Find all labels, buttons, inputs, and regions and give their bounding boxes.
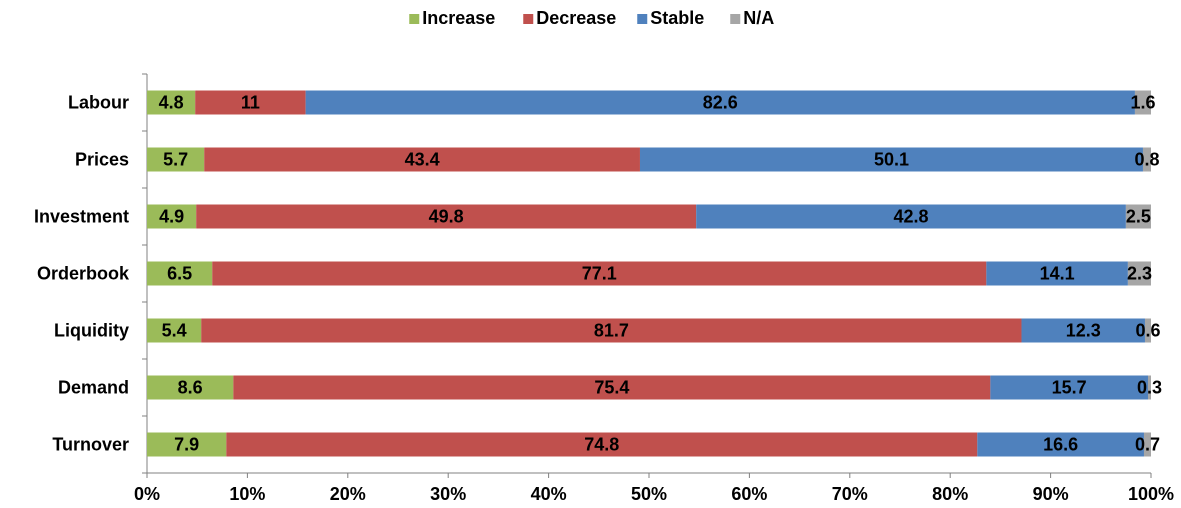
data-label-stable-prices: 50.1 <box>874 150 909 170</box>
bar-increase-investment <box>147 204 197 229</box>
x-tick-label: 70% <box>832 484 868 504</box>
data-label-increase-prices: 5.7 <box>163 150 188 170</box>
data-label-stable-demand: 15.7 <box>1052 378 1087 398</box>
bar-n-a-orderbook <box>1127 261 1151 286</box>
bar-stable-labour <box>305 90 1135 115</box>
bar-decrease-orderbook <box>212 261 987 286</box>
data-label-decrease-labour: 11 <box>241 93 260 113</box>
data-label-n-a-turnover: 0.7 <box>1135 435 1160 455</box>
bar-increase-liquidity <box>147 318 202 343</box>
bar-increase-demand <box>147 375 234 400</box>
data-label-n-a-demand: 0.3 <box>1137 378 1162 398</box>
bar-decrease-investment <box>196 204 697 229</box>
x-tick-label: 30% <box>430 484 466 504</box>
data-label-decrease-liquidity: 81.7 <box>594 321 629 341</box>
data-label-n-a-investment: 2.5 <box>1126 207 1151 227</box>
x-tick-label: 60% <box>731 484 767 504</box>
bar-decrease-labour <box>195 90 306 115</box>
legend-label-n-a: N/A <box>743 8 774 28</box>
data-label-stable-labour: 82.6 <box>703 93 738 113</box>
data-label-increase-orderbook: 6.5 <box>167 264 192 284</box>
x-tick-label: 50% <box>631 484 667 504</box>
x-tick-label: 80% <box>932 484 968 504</box>
bar-stable-turnover <box>977 432 1144 457</box>
data-label-stable-investment: 42.8 <box>894 207 929 227</box>
data-label-increase-turnover: 7.9 <box>174 435 199 455</box>
category-label-labour: Labour <box>68 93 129 113</box>
bar-n-a-labour <box>1134 90 1151 115</box>
x-tick-label: 100% <box>1128 484 1174 504</box>
bar-decrease-demand <box>233 375 991 400</box>
data-label-decrease-demand: 75.4 <box>594 378 629 398</box>
category-label-prices: Prices <box>75 150 129 170</box>
x-tick-label: 0% <box>134 484 160 504</box>
category-label-turnover: Turnover <box>52 435 129 455</box>
data-label-n-a-orderbook: 2.3 <box>1127 264 1152 284</box>
legend-swatch-decrease <box>523 14 534 24</box>
data-label-decrease-investment: 49.8 <box>429 207 464 227</box>
category-label-investment: Investment <box>34 207 129 227</box>
axes: 0% 10% 20% 30% 40% 50% 60% 70% 80% 90% 100% Labour P… <box>34 73 1174 504</box>
data-label-stable-orderbook: 14.1 <box>1040 264 1075 284</box>
bars <box>147 90 1151 457</box>
bar-increase-turnover <box>147 432 227 457</box>
bar-decrease-turnover <box>226 432 978 457</box>
x-tick-label: 20% <box>330 484 366 504</box>
legend-swatch-increase <box>409 14 420 24</box>
legend: Increase Decrease Stable N/A <box>409 8 774 28</box>
category-label-liquidity: Liquidity <box>54 321 129 341</box>
bar-stable-prices <box>639 147 1143 172</box>
legend-swatch-n-a <box>730 14 741 24</box>
bar-stable-liquidity <box>1021 318 1145 343</box>
data-label-increase-liquidity: 5.4 <box>162 321 187 341</box>
legend-label-stable: Stable <box>650 8 704 28</box>
bar-n-a-liquidity <box>1144 318 1151 343</box>
data-label-decrease-orderbook: 77.1 <box>582 264 617 284</box>
legend-swatch-stable <box>637 14 648 24</box>
x-tick-label: 10% <box>229 484 265 504</box>
data-label-n-a-prices: 0.8 <box>1134 150 1159 170</box>
data-label-increase-demand: 8.6 <box>178 378 203 398</box>
bar-n-a-demand <box>1147 375 1151 400</box>
data-label-increase-investment: 4.9 <box>159 207 184 227</box>
legend-label-decrease: Decrease <box>536 8 616 28</box>
bar-stable-orderbook <box>986 261 1128 286</box>
category-label-orderbook: Orderbook <box>37 264 130 284</box>
data-label-stable-turnover: 16.6 <box>1043 435 1078 455</box>
data-labels: 4.8 11 82.6 1.6 5.7 43.4 50.1 0.8 4.9 49.8 42.8 2.5… <box>159 93 1162 455</box>
bar-decrease-liquidity <box>201 318 1022 343</box>
bar-n-a-turnover <box>1143 432 1151 457</box>
bar-increase-orderbook <box>147 261 213 286</box>
bar-increase-labour <box>147 90 196 115</box>
legend-label-increase: Increase <box>422 8 495 28</box>
bar-stable-investment <box>696 204 1126 229</box>
bar-n-a-prices <box>1142 147 1151 172</box>
x-tick-label: 90% <box>1033 484 1069 504</box>
data-label-increase-labour: 4.8 <box>159 93 184 113</box>
bar-increase-prices <box>147 147 205 172</box>
data-label-n-a-labour: 1.6 <box>1130 93 1155 113</box>
category-label-demand: Demand <box>58 378 129 398</box>
bar-n-a-investment <box>1125 204 1151 229</box>
data-label-decrease-turnover: 74.8 <box>584 435 619 455</box>
data-label-n-a-liquidity: 0.6 <box>1135 321 1160 341</box>
data-label-stable-liquidity: 12.3 <box>1066 321 1101 341</box>
x-tick-label: 40% <box>531 484 567 504</box>
bar-decrease-prices <box>204 147 640 172</box>
data-label-decrease-prices: 43.4 <box>405 150 440 170</box>
bar-stable-demand <box>990 375 1148 400</box>
